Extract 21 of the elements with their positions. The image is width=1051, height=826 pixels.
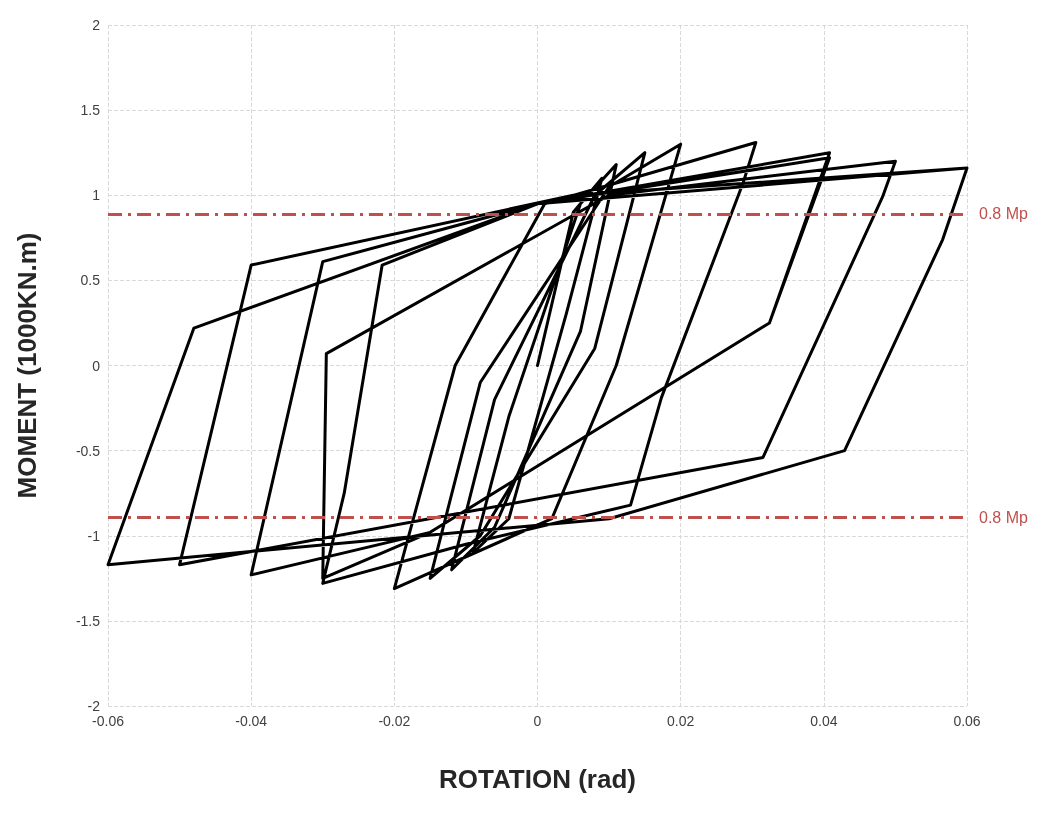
y-tick-label: 1.5 [80, 102, 101, 119]
y-tick-label: -1.5 [75, 612, 101, 629]
y-tick-label: -1 [87, 527, 101, 544]
x-tick-label: 0 [533, 713, 542, 729]
y-tick-label: 2 [92, 17, 101, 33]
x-tick-label: -0.04 [235, 713, 268, 729]
x-tick-label: -0.06 [92, 713, 125, 729]
y-tick-label: 1 [92, 187, 101, 204]
x-tick-label: -0.02 [378, 713, 411, 729]
y-axis-title: MOMENT (1000KN.m) [12, 232, 42, 499]
ref-line-label: 0.8 Mp [979, 205, 1029, 223]
ref-line-label: 0.8 Mp [979, 508, 1029, 526]
y-tick-label: 0.5 [80, 272, 101, 289]
y-tick-label: -0.5 [75, 442, 101, 459]
x-axis-title: ROTATION (rad) [439, 764, 636, 794]
line-series [106, 140, 969, 591]
x-tick-label: 0.02 [667, 713, 695, 729]
y-tick-label: 0 [92, 357, 101, 374]
x-tick-label: 0.04 [810, 713, 838, 729]
x-tick-label: 0.06 [953, 713, 981, 729]
y-tick-label: -2 [87, 698, 101, 714]
